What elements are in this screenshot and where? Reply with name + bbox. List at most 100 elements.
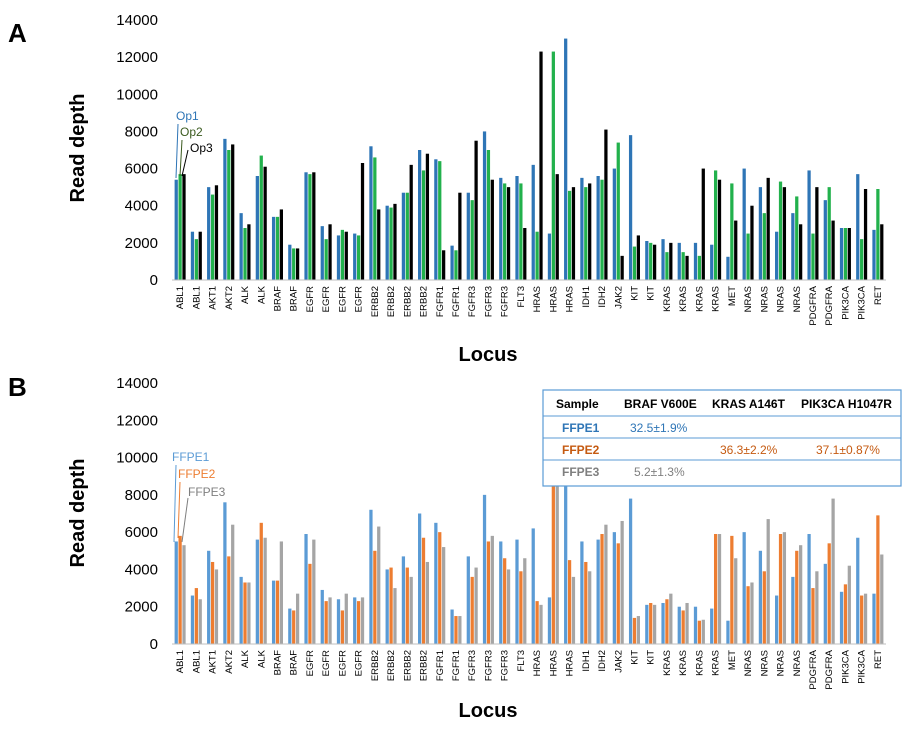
bar-op1-kras	[693, 242, 698, 280]
bar-op3-pik3ca	[863, 189, 868, 280]
x-tick-label: EGFR	[354, 286, 365, 313]
bar-op2-hras	[567, 190, 572, 280]
x-tick-label: AKT1	[208, 650, 219, 674]
bar-ffpe1-nras	[775, 595, 779, 644]
bar-op1-pik3ca	[856, 174, 860, 280]
bar-ffpe1-alk	[255, 539, 259, 644]
bar-ffpe3-akt1	[214, 569, 219, 644]
bar-ffpe1-hras	[547, 597, 552, 644]
bar-op1-fgfr1	[434, 159, 438, 280]
bar-op2-pik3ca	[860, 239, 864, 280]
bar-op3-erbb2	[377, 209, 381, 280]
bar-ffpe3-alk	[263, 537, 267, 644]
bar-ffpe2-fgfr3	[486, 541, 491, 644]
x-tick-label: KIT	[629, 286, 640, 301]
bar-op1-erbb2	[418, 150, 422, 280]
table-row-ffpe1-braf: 32.5±1.9%	[630, 421, 688, 435]
bar-op3-erbb2	[409, 164, 413, 280]
bar-ffpe3-idh2	[604, 524, 608, 644]
bar-op3-pik3ca	[847, 228, 851, 280]
series-annotations-b: FFPE1 FFPE2 FFPE3	[172, 450, 226, 543]
x-tick-label: IDH1	[581, 286, 592, 308]
x-tick-label: PDGFRA	[808, 649, 819, 689]
bar-op2-erbb2	[373, 157, 377, 280]
bar-ffpe1-kit	[628, 498, 633, 644]
bar-ffpe1-abl1	[190, 595, 195, 644]
bar-op2-fgfr3	[470, 200, 474, 280]
pointer-ffpe3	[181, 497, 189, 543]
bar-op3-abl1	[198, 231, 202, 280]
bar-op3-alk	[247, 224, 251, 280]
panel-label-a: A	[8, 18, 27, 48]
x-tick-label: ABL1	[191, 650, 202, 673]
bar-ffpe2-egfr	[356, 601, 361, 644]
x-tick-label: ALK	[256, 649, 267, 668]
bar-op2-kras	[681, 252, 685, 280]
bar-op1-idh1	[580, 177, 584, 280]
bar-op2-idh2	[600, 179, 604, 280]
x-tick-label: NRAS	[776, 650, 787, 676]
bar-op3-kit	[652, 244, 657, 280]
y-axis-title-a: Read depth	[67, 94, 89, 203]
annotation-op2: Op2	[180, 125, 203, 139]
bar-op2-akt2	[227, 150, 231, 280]
x-tick-label: EGFR	[305, 286, 316, 313]
y-tick-label: 4000	[125, 561, 158, 578]
bar-ffpe2-fgfr1	[454, 616, 458, 644]
bar-op1-ret	[872, 229, 876, 280]
x-tick-label: KRAS	[711, 650, 722, 676]
table-row-ffpe2-pik3ca: 37.1±0.87%	[816, 443, 880, 457]
bar-op1-alk	[239, 213, 243, 280]
bar-ffpe3-kras	[685, 602, 689, 644]
bar-op3-hras	[571, 187, 576, 280]
bar-op1-egfr	[304, 172, 308, 280]
x-tick-label: JAK2	[613, 650, 624, 673]
bar-op3-hras	[555, 174, 559, 280]
series-annotations-a: Op1 Op2 Op3	[175, 109, 213, 179]
bar-op2-fgfr3	[486, 150, 491, 280]
bar-ffpe1-erbb2	[401, 556, 406, 644]
bar-op2-kit	[649, 242, 653, 280]
y-tick-label: 4000	[125, 198, 158, 215]
bar-op1-kit	[628, 135, 633, 280]
bar-ffpe1-braf	[288, 608, 292, 644]
bar-op2-kras	[665, 252, 669, 280]
x-tick-label: BRAF	[289, 650, 300, 676]
y-tick-label: 2000	[125, 599, 158, 616]
bar-ffpe2-egfr	[340, 610, 345, 644]
bar-op2-kit	[632, 246, 637, 280]
bar-ffpe1-nras	[742, 532, 746, 644]
table-row-ffpe3-sample: FFPE3	[562, 465, 600, 479]
bar-op3-ret	[880, 224, 884, 280]
x-tick-label: RET	[873, 286, 884, 305]
bar-ffpe2-kras	[665, 599, 669, 644]
x-tick-label: NRAS	[743, 650, 754, 676]
bar-ffpe3-idh1	[588, 571, 592, 644]
panel-b: B Read depth Locus 0 2000 4000 6000 8000 1000…	[8, 372, 902, 722]
x-tick-label: JAK2	[613, 286, 624, 309]
bar-op3-fgfr1	[458, 192, 462, 280]
bar-op3-akt2	[231, 144, 235, 280]
x-tick-label: HRAS	[565, 650, 576, 676]
bar-op1-hras	[531, 164, 535, 280]
annotation-ffpe2: FFPE2	[178, 467, 216, 481]
bar-op2-fgfr1	[454, 250, 458, 280]
annotation-op1: Op1	[176, 109, 199, 123]
x-tick-label: FLT3	[516, 650, 527, 671]
bar-ffpe2-idh2	[600, 534, 604, 644]
bar-ffpe2-hras	[567, 560, 572, 644]
bar-ffpe2-braf	[275, 580, 280, 644]
x-tick-label: FGFR3	[483, 286, 494, 317]
bar-op2-ret	[876, 189, 880, 280]
x-tick-label: ABL1	[175, 650, 186, 673]
x-tick-label: NRAS	[792, 650, 803, 676]
bar-ffpe2-nras	[762, 571, 766, 644]
bar-op1-flt3	[515, 176, 519, 280]
bar-ffpe3-egfr	[344, 593, 348, 644]
bar-ffpe1-kras	[710, 608, 714, 644]
x-tick-label: ERBB2	[386, 650, 397, 681]
bar-ffpe1-egfr	[304, 534, 308, 644]
bar-ffpe2-kras	[681, 610, 685, 644]
bar-op1-jak2	[612, 168, 616, 280]
